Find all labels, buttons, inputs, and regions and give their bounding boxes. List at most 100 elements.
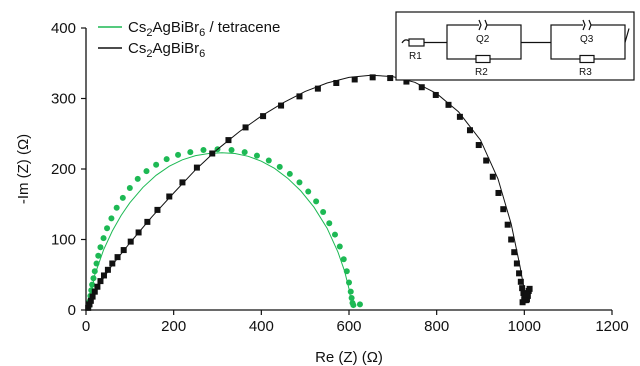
data-point-pristine [225, 137, 232, 144]
data-point-pristine [154, 206, 161, 213]
data-point-tetracene [331, 231, 338, 238]
data-point-tetracene [93, 260, 100, 267]
x-tick-label: 400 [249, 318, 274, 335]
circuit-label-r2: R2 [475, 67, 488, 78]
data-point-pristine [333, 79, 340, 86]
circuit-label-r3: R3 [579, 67, 592, 78]
data-point-pristine [109, 260, 116, 267]
data-point-pristine [418, 84, 425, 91]
data-point-tetracene [90, 275, 97, 282]
circuit-label-q2: Q2 [476, 34, 490, 45]
data-point-tetracene [320, 209, 327, 216]
y-tick-label: 400 [51, 20, 76, 37]
y-tick-label: 0 [68, 302, 76, 319]
data-point-pristine [87, 297, 94, 304]
data-point-pristine [135, 229, 142, 236]
data-point-pristine [89, 293, 96, 300]
axes: 0 200 400 600 800 1000 1200 0 100 200 300 400 [51, 20, 629, 335]
circuit-frame [395, 11, 635, 81]
data-point-tetracene [286, 170, 293, 177]
plot-area [85, 74, 533, 311]
data-point-tetracene [91, 268, 98, 275]
legend: Cs2AgBiBr6 / tetracene Cs2AgBiBr6 [98, 19, 280, 60]
x-tick-label: 1000 [508, 318, 541, 335]
y-tick-label: 200 [51, 161, 76, 178]
data-point-pristine [193, 164, 200, 171]
x-tick-label: 600 [336, 318, 361, 335]
data-point-pristine [445, 101, 452, 108]
data-point-pristine [511, 249, 518, 256]
data-point-pristine [100, 272, 107, 279]
data-point-pristine [466, 127, 473, 134]
x-tick-label: 200 [161, 318, 186, 335]
data-point-pristine [508, 236, 515, 243]
circuit-wire-out [624, 28, 630, 43]
data-point-tetracene [175, 151, 182, 158]
circuit-label-r1: R1 [409, 51, 422, 62]
data-point-tetracene [187, 149, 194, 156]
data-point-pristine [127, 238, 134, 245]
data-point-pristine [242, 124, 249, 131]
data-point-tetracene [163, 156, 170, 163]
resistor-r1-icon [408, 38, 425, 47]
data-point-pristine [483, 157, 490, 164]
x-ticks: 0 200 400 600 800 1000 1200 [82, 310, 629, 335]
data-point-pristine [500, 206, 507, 213]
data-point-pristine [456, 113, 463, 120]
data-point-pristine [489, 173, 496, 180]
data-point-tetracene [119, 194, 126, 201]
legend-label-tetracene: Cs2AgBiBr6 / tetracene [128, 19, 280, 39]
data-point-tetracene [95, 252, 102, 259]
x-axis-title: Re (Z) (Ω) [315, 349, 383, 366]
data-point-tetracene [265, 157, 272, 164]
data-point-tetracene [346, 279, 352, 286]
data-point-pristine [209, 150, 216, 157]
data-point-tetracene [326, 220, 333, 227]
data-point-pristine [519, 299, 526, 306]
data-point-pristine [403, 78, 410, 85]
circuit-label-q3: Q3 [580, 34, 594, 45]
equivalent-circuit-inset: R1 Q2 R2 Q3 R3 [395, 11, 635, 81]
data-point-tetracene [253, 152, 260, 159]
data-point-pristine [91, 288, 98, 295]
cpe-q2-icon [478, 19, 488, 31]
data-point-pristine [179, 179, 186, 186]
data-point-pristine [495, 189, 502, 196]
data-point-pristine [94, 283, 101, 290]
data-point-pristine [296, 93, 303, 100]
data-point-pristine [387, 75, 394, 82]
data-point-tetracene [296, 179, 303, 186]
data-point-pristine [114, 254, 121, 261]
fit-line-pristine [87, 74, 527, 309]
data-point-tetracene [113, 204, 120, 211]
data-point-tetracene [97, 244, 104, 251]
data-point-tetracene [347, 288, 354, 295]
data-point-pristine [432, 91, 439, 98]
data-point-pristine [104, 266, 111, 273]
data-point-pristine [86, 301, 93, 308]
data-point-tetracene [100, 235, 107, 242]
data-point-tetracene [336, 243, 343, 250]
y-ticks: 0 100 200 300 400 [51, 20, 86, 319]
data-point-tetracene [340, 256, 347, 263]
fit-line-tetracene [87, 152, 353, 309]
data-point-tetracene [108, 215, 115, 222]
data-point-pristine [526, 285, 533, 292]
data-point-tetracene [343, 268, 350, 275]
x-tick-label: 0 [82, 318, 90, 335]
data-point-pristine [513, 260, 520, 267]
data-point-tetracene [356, 301, 363, 308]
data-point-pristine [166, 193, 173, 200]
y-tick-label: 300 [51, 91, 76, 108]
data-point-pristine [369, 74, 376, 81]
data-point-pristine [517, 278, 524, 285]
data-point-pristine [516, 270, 523, 277]
data-point-tetracene [305, 188, 312, 195]
data-point-tetracene [153, 161, 160, 168]
data-point-pristine [504, 221, 511, 228]
x-tick-label: 800 [424, 318, 449, 335]
data-point-pristine [519, 285, 526, 292]
data-point-pristine [475, 142, 482, 149]
data-point-tetracene [89, 281, 96, 288]
cpe-q3-icon [582, 19, 592, 31]
